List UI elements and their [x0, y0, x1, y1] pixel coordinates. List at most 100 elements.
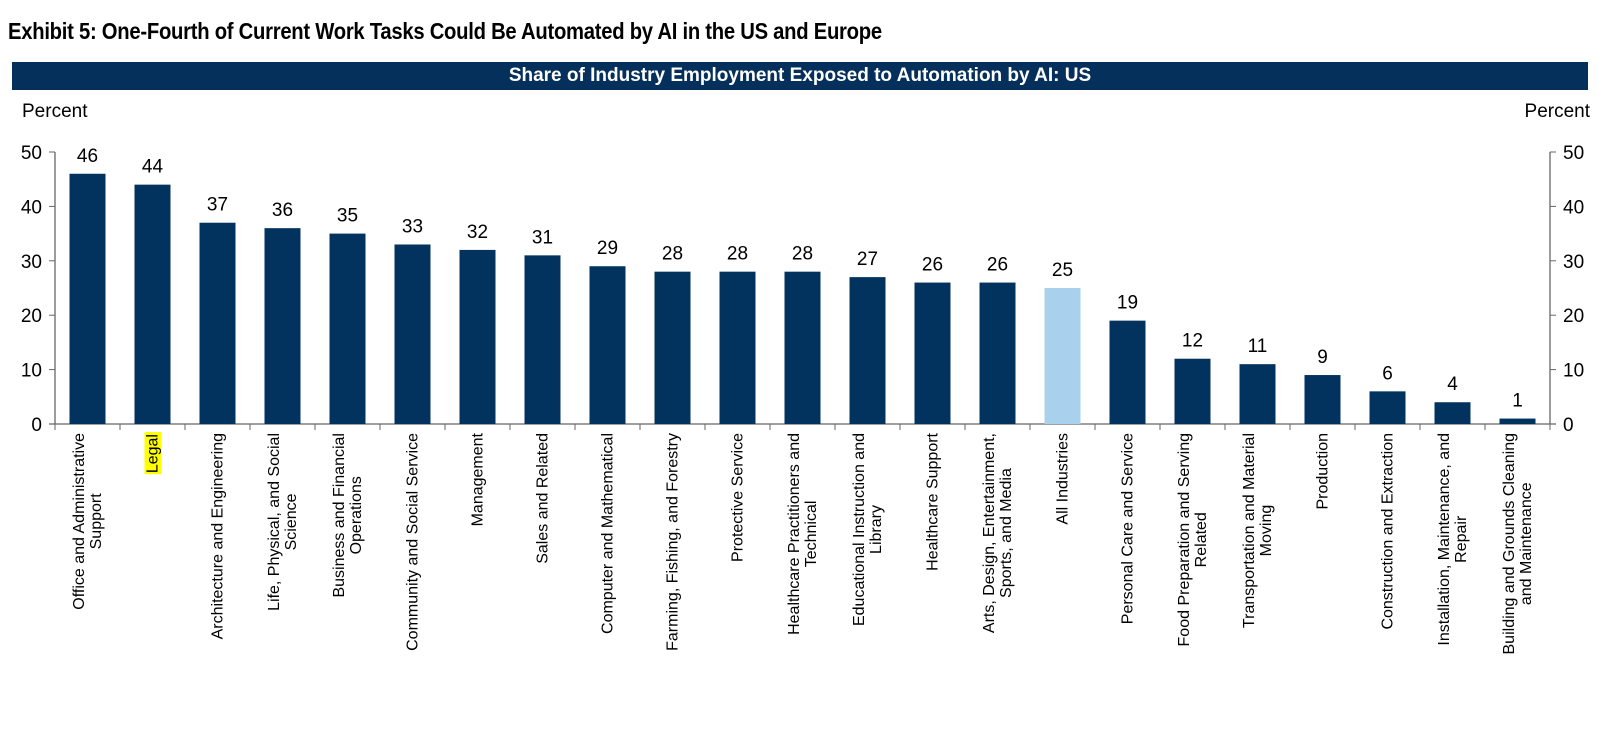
data-label: 33 [402, 216, 423, 237]
right-tick-label: 10 [1563, 361, 1584, 382]
bar [1434, 402, 1471, 424]
left-tick-label: 40 [21, 197, 42, 218]
bar [1369, 391, 1406, 424]
chart-title-banner: Share of Industry Employment Exposed to … [12, 62, 1588, 90]
bar [979, 282, 1016, 424]
data-label: 26 [987, 255, 1008, 276]
category-label: Community and Social Service [405, 433, 422, 651]
data-label: 46 [77, 146, 98, 167]
category-label-line: Installation, Maintenance, and [1436, 433, 1453, 646]
category-label-line: Moving [1258, 505, 1275, 557]
category-label-line: Healthcare Support [925, 432, 942, 570]
category-label-line: Food Preparation and Serving [1176, 433, 1193, 646]
bar [849, 277, 886, 424]
data-label: 26 [922, 255, 943, 276]
label-highlight [144, 432, 162, 475]
right-tick-label: 0 [1563, 415, 1574, 436]
category-label: Educational Instruction and Library [851, 433, 885, 626]
data-label: 27 [857, 249, 878, 270]
data-label: 36 [272, 200, 293, 221]
bar [589, 266, 626, 424]
data-label: 31 [532, 227, 553, 248]
bar [1044, 288, 1081, 424]
category-label-line: Farming, Fishing, and Forestry [665, 433, 682, 651]
category-label: Healthcare Practitioners and Technical [786, 433, 820, 635]
bar [914, 282, 951, 424]
data-label: 11 [1248, 336, 1268, 357]
category-label: Installation, Maintenance, and Repair [1436, 433, 1470, 646]
category-label-line: Sales and Related [535, 433, 552, 564]
data-label: 6 [1382, 363, 1393, 384]
left-tick-label: 20 [21, 306, 42, 327]
category-label: Business and Financial Operations [331, 433, 365, 598]
category-label: Personal Care and Service [1120, 433, 1137, 624]
category-label-line: Production [1315, 433, 1332, 510]
data-label: 28 [662, 244, 683, 265]
category-label: Office and Administrative Support [71, 433, 105, 610]
bar [134, 184, 171, 424]
category-label: Architecture and Engineering [210, 433, 227, 639]
category-label-line: Architecture and Engineering [210, 433, 227, 639]
left-tick-label: 0 [31, 415, 42, 436]
category-label: Protective Service [730, 433, 747, 562]
category-label: Building and Grounds Cleaning and Mainten… [1501, 433, 1535, 654]
category-label: Farming, Fishing, and Forestry [665, 433, 682, 651]
data-label: 29 [597, 238, 618, 259]
category-label: Computer and Mathematical [600, 433, 617, 634]
category-label-line: Legal [145, 434, 162, 473]
category-label-line: Support [88, 493, 105, 550]
left-tick-label: 10 [21, 361, 42, 382]
data-label: 4 [1447, 374, 1458, 395]
category-label-line: Management [470, 432, 487, 526]
bar [784, 271, 821, 424]
right-tick-label: 40 [1563, 197, 1584, 218]
category-label: Arts, Design, Entertainment, Sports, and … [981, 433, 1015, 633]
data-label: 44 [142, 157, 164, 178]
bar [1239, 364, 1276, 424]
category-label-line: Related [1193, 512, 1210, 567]
right-tick-label: 20 [1563, 306, 1584, 327]
right-tick-label: 30 [1563, 252, 1584, 273]
data-label: 28 [792, 244, 813, 265]
data-label: 32 [467, 222, 488, 243]
bar [1174, 358, 1211, 424]
category-label-line: Sports, and Media [998, 468, 1015, 598]
data-label: 28 [727, 244, 748, 265]
category-label-line: Computer and Mathematical [600, 433, 617, 634]
category-label-line: Repair [1453, 515, 1470, 563]
category-label-line: Technical [803, 501, 820, 568]
data-label: 37 [207, 195, 228, 216]
left-tick-label: 30 [21, 252, 42, 273]
data-label: 19 [1117, 293, 1138, 314]
category-label-line: and Maintenance [1518, 482, 1535, 605]
category-label-line: Protective Service [730, 433, 747, 562]
category-label-line: Business and Financial [331, 433, 348, 598]
bar [1304, 375, 1341, 424]
bar [264, 228, 301, 424]
category-label-line: Arts, Design, Entertainment, [981, 433, 998, 633]
bar [459, 249, 496, 424]
bar [719, 271, 756, 424]
data-label: 35 [337, 206, 358, 227]
left-tick-label: 50 [21, 143, 42, 164]
category-label: Sales and Related [535, 433, 552, 564]
category-label-line: Office and Administrative [71, 433, 88, 610]
category-label-line: Construction and Extraction [1380, 433, 1397, 630]
category-label: Transportation and Material Moving [1241, 433, 1275, 628]
category-label-line: All Industries [1055, 433, 1072, 525]
category-label: Construction and Extraction [1380, 433, 1397, 630]
category-label-line: Library [868, 505, 885, 554]
category-label-line: Personal Care and Service [1120, 433, 1137, 624]
data-label: 1 [1512, 391, 1523, 412]
category-label: Legal [144, 432, 162, 475]
exhibit-title: Exhibit 5: One-Fourth of Current Work Ta… [8, 18, 882, 44]
left-axis-unit: Percent [22, 101, 88, 122]
category-label-line: Transportation and Material [1241, 433, 1258, 628]
category-label: Healthcare Support [925, 432, 942, 570]
category-label-line: Community and Social Service [405, 433, 422, 651]
bar [1109, 320, 1146, 424]
bar [524, 255, 561, 424]
category-label-line: Science [283, 493, 300, 550]
category-label: Production [1315, 433, 1332, 510]
